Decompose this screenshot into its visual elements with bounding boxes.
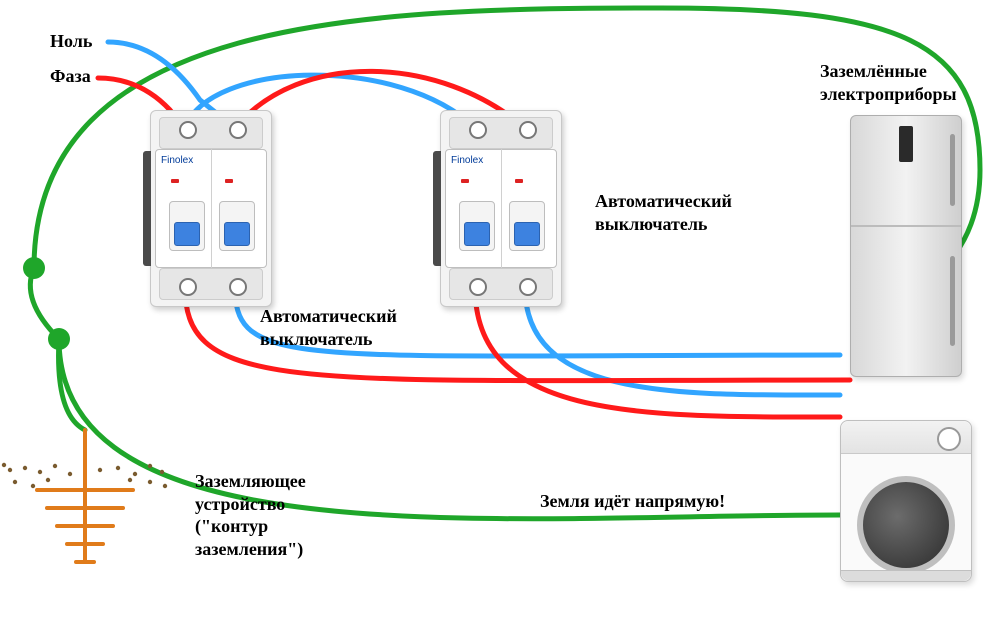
- label-breaker-2: Автоматический выключатель: [595, 190, 732, 235]
- diagram-stage: Finolex Finolex Ноль Фаза Заземлённые эл…: [0, 0, 997, 625]
- label-grounded-appliances: Заземлённые электроприборы: [820, 60, 957, 105]
- washing-machine-icon: [840, 420, 972, 582]
- breaker-1-pole-1: [169, 201, 205, 251]
- label-breaker-1: Автоматический выключатель: [260, 305, 397, 350]
- breaker-2-pole-1: [459, 201, 495, 251]
- refrigerator-icon: [850, 115, 962, 377]
- label-direct-ground: Земля идёт напрямую!: [540, 490, 725, 513]
- label-phase: Фаза: [50, 65, 91, 88]
- label-ground-device: Заземляющее устройство ("контур заземлен…: [195, 470, 306, 560]
- breaker-1-pole-2: [219, 201, 255, 251]
- circuit-breaker-1: Finolex: [150, 110, 272, 307]
- circuit-breaker-2: Finolex: [440, 110, 562, 307]
- ground-junction-2: [48, 328, 70, 350]
- ground-junction-1: [23, 257, 45, 279]
- breaker-brand: Finolex: [451, 155, 483, 166]
- breaker-brand: Finolex: [161, 155, 193, 166]
- label-neutral: Ноль: [50, 30, 92, 53]
- breaker-2-pole-2: [509, 201, 545, 251]
